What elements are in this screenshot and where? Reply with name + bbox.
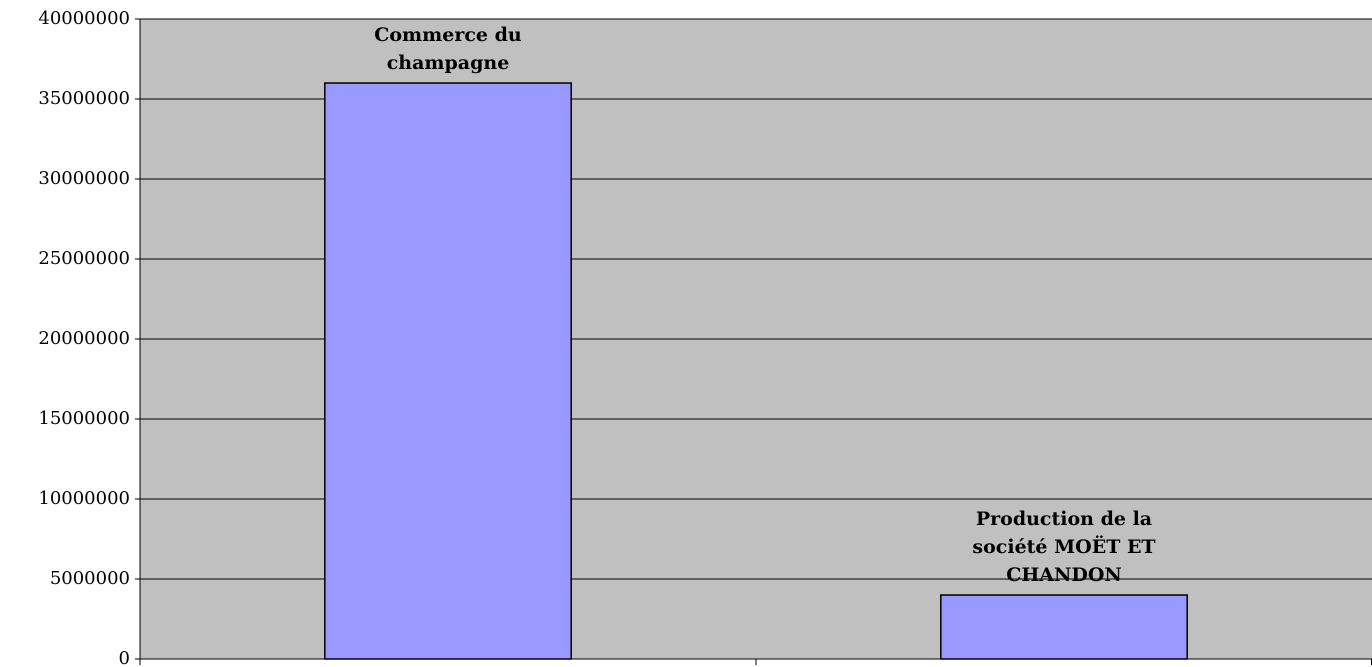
y-tick-label: 5000000 xyxy=(50,568,130,589)
y-tick-label: 35000000 xyxy=(38,88,130,109)
y-tick-label: 30000000 xyxy=(38,168,130,189)
bar xyxy=(940,594,1188,660)
y-tick-label: 10000000 xyxy=(38,488,130,509)
bar xyxy=(324,82,572,660)
y-tick-label: 40000000 xyxy=(38,8,130,29)
y-tick-label: 25000000 xyxy=(38,248,130,269)
bar-label: Production de la société MOËT ET CHANDON xyxy=(972,508,1156,586)
y-tick-label: 15000000 xyxy=(38,408,130,429)
y-tick-label: 20000000 xyxy=(38,328,130,349)
y-tick-label: 0 xyxy=(119,648,130,667)
bar-label: Commerce du champagne xyxy=(374,24,522,74)
